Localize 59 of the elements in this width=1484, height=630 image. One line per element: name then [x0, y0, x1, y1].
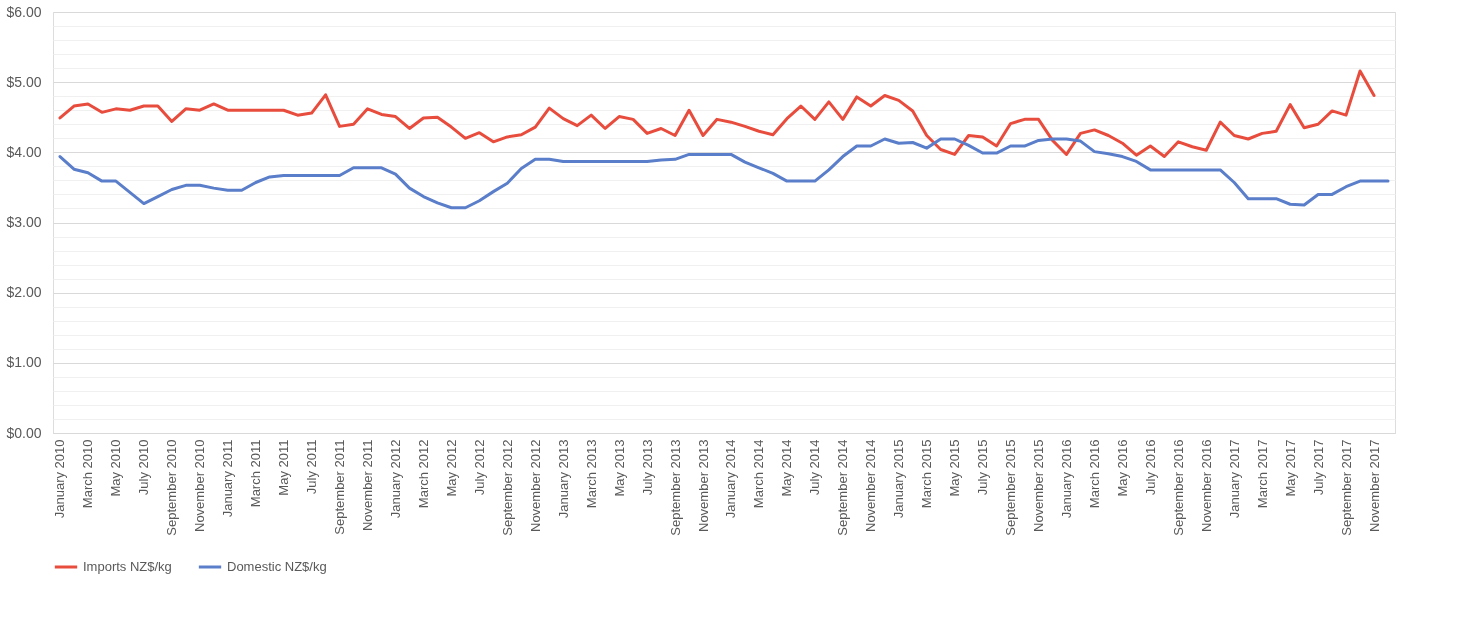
y-tick-label: $0.00: [6, 424, 42, 441]
y-tick-label: $2.00: [6, 284, 42, 301]
x-tick-label: March 2015: [919, 439, 935, 509]
x-tick-label: March 2012: [415, 439, 431, 509]
x-tick-label: January 2015: [891, 439, 907, 519]
line-series: [58, 137, 1390, 210]
x-tick-label: May 2015: [947, 439, 963, 497]
x-tick-label: January 2010: [52, 439, 68, 519]
x-tick-label: July 2010: [136, 439, 152, 496]
x-tick-label: May 2013: [611, 439, 627, 497]
x-tick-label: November 2016: [1198, 439, 1214, 532]
x-tick-label: July 2012: [471, 439, 487, 496]
x-tick-label: May 2017: [1282, 439, 1298, 497]
x-tick-label: May 2011: [276, 439, 292, 496]
x-tick-label: November 2017: [1366, 439, 1382, 532]
x-tick-label: January 2017: [1226, 439, 1242, 519]
x-tick-label: November 2013: [695, 439, 711, 532]
x-tick-label: March 2013: [583, 439, 599, 509]
y-tick-label: $1.00: [6, 354, 42, 371]
x-tick-label: May 2016: [1114, 439, 1130, 497]
x-tick-label: March 2017: [1254, 439, 1270, 509]
x-tick-label: September 2015: [1003, 439, 1019, 536]
x-tick-label: March 2011: [248, 439, 264, 508]
x-tick-label: September 2014: [835, 439, 851, 536]
x-tick-label: July 2014: [807, 439, 823, 496]
x-tick-label: September 2010: [164, 439, 180, 536]
x-tick-label: November 2015: [1031, 439, 1047, 532]
y-tick-label: $4.00: [6, 143, 42, 160]
x-tick-label: January 2016: [1058, 439, 1074, 519]
legend-label: Imports NZ$/kg: [83, 559, 172, 574]
x-tick-label: January 2013: [555, 439, 571, 519]
x-tick-label: November 2011: [360, 439, 376, 532]
x-tick-label: July 2013: [639, 439, 655, 496]
x-tick-label: November 2012: [527, 439, 543, 532]
x-tick-label: May 2014: [779, 439, 795, 497]
line-series: [58, 69, 1376, 159]
legend-label: Domestic NZ$/kg: [227, 559, 327, 574]
y-tick-label: $6.00: [6, 3, 42, 20]
x-tick-label: September 2012: [499, 439, 515, 536]
x-tick-label: July 2011: [304, 439, 320, 495]
x-tick-label: July 2015: [975, 439, 991, 496]
y-tick-label: $3.00: [6, 214, 42, 230]
x-tick-label: January 2011: [220, 439, 236, 518]
x-tick-label: September 2017: [1338, 439, 1354, 536]
x-tick-label: July 2016: [1142, 439, 1158, 496]
x-tick-label: January 2012: [387, 439, 403, 519]
x-tick-label: September 2011: [332, 439, 348, 535]
x-tick-label: November 2010: [192, 439, 208, 532]
x-tick-label: July 2017: [1310, 439, 1326, 496]
x-tick-label: March 2014: [751, 439, 767, 509]
x-tick-label: March 2010: [80, 439, 96, 509]
x-tick-label: May 2012: [443, 439, 459, 497]
x-tick-label: September 2013: [667, 439, 683, 536]
x-tick-label: January 2014: [723, 439, 739, 519]
y-tick-label: $5.00: [6, 73, 42, 90]
x-tick-label: November 2014: [863, 439, 879, 532]
x-tick-label: March 2016: [1086, 439, 1102, 509]
x-tick-label: May 2010: [108, 439, 124, 497]
x-tick-label: September 2016: [1170, 439, 1186, 536]
